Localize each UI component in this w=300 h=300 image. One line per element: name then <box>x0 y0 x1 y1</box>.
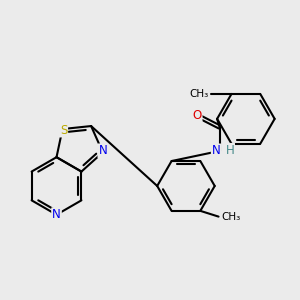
Text: H: H <box>226 143 234 157</box>
Text: N: N <box>98 144 107 158</box>
Text: CH₃: CH₃ <box>190 89 209 99</box>
Text: N: N <box>52 208 61 221</box>
Text: O: O <box>192 109 202 122</box>
Text: N: N <box>212 145 220 158</box>
Text: S: S <box>60 124 67 136</box>
Text: CH₃: CH₃ <box>221 212 240 222</box>
